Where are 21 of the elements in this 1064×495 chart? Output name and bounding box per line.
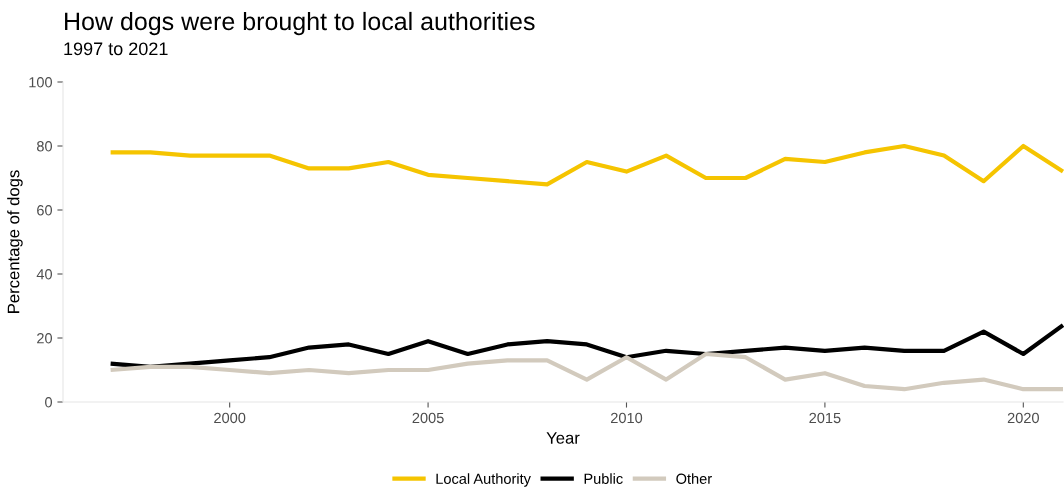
line-series: [108, 351, 1064, 392]
y-tick-label: 20: [37, 333, 53, 344]
y-tick-label: 80: [37, 141, 53, 152]
legend-label: Other: [676, 473, 712, 484]
y-tick-label: 0: [45, 397, 53, 408]
line-series: [108, 143, 1064, 187]
chart-title: How dogs were brought to local authorities: [65, 11, 535, 36]
y-axis-title: Percentage of dogs: [7, 170, 23, 313]
legend-label: Public: [584, 473, 623, 484]
x-tick-label: 2010: [611, 412, 643, 424]
x-tick-label: 2015: [809, 412, 841, 424]
x-tick-label: 2005: [412, 412, 444, 424]
y-tick-label: 100: [29, 77, 53, 88]
chart-subtitle: 1997 to 2021: [64, 42, 168, 56]
x-tick-label: 2020: [1007, 412, 1039, 424]
x-axis-title: Year: [546, 432, 580, 444]
y-tick-label: 60: [37, 205, 53, 216]
x-tick-label: 2000: [214, 412, 246, 424]
line-series: [108, 323, 1064, 369]
legend-label: Local Authority: [436, 473, 531, 487]
y-tick-label: 40: [36, 269, 53, 280]
